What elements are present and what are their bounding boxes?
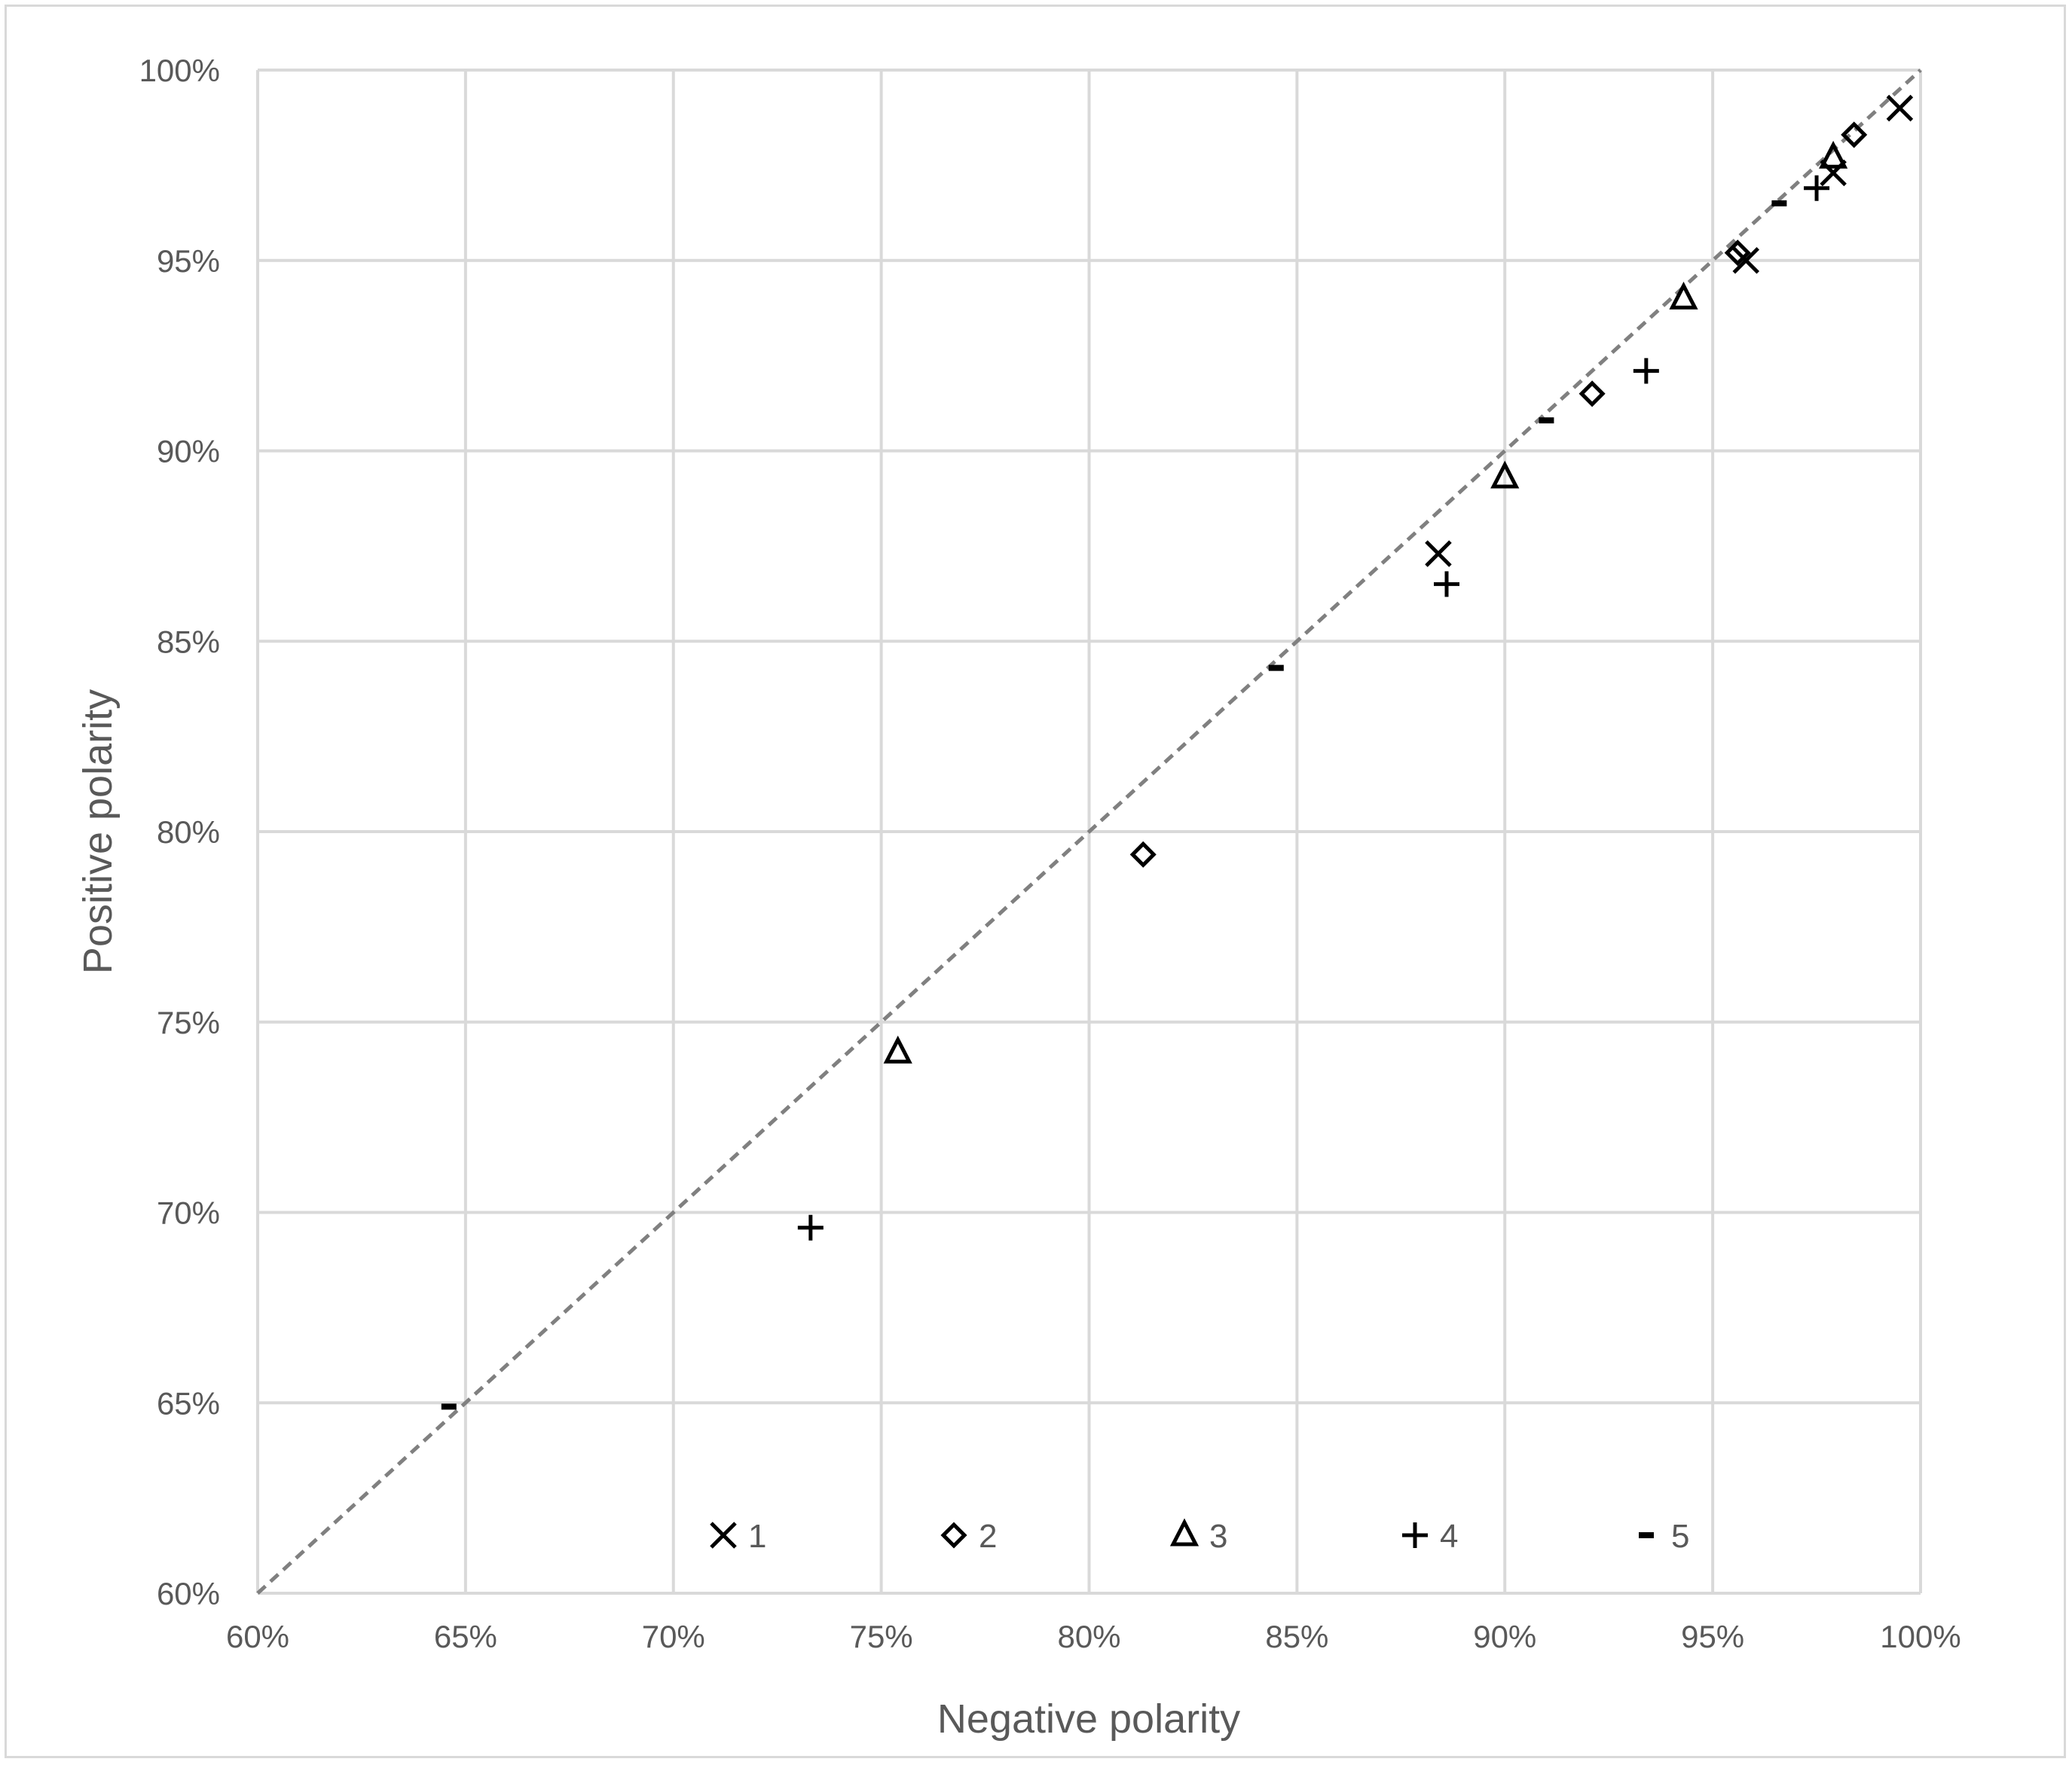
x-tick-label: 70% — [642, 1619, 705, 1654]
y-tick-label: 95% — [157, 243, 220, 279]
triangle-mark — [883, 1035, 912, 1064]
y-tick-label: 100% — [139, 53, 220, 88]
plus-mark — [1402, 1522, 1428, 1548]
legend-label: 4 — [1440, 1518, 1458, 1555]
x-tick-label: 90% — [1473, 1619, 1536, 1654]
y-axis-title: Positive polarity — [75, 689, 121, 974]
data-point — [1578, 380, 1606, 408]
y-tick-label: 90% — [157, 434, 220, 469]
diamond-mark — [1724, 240, 1751, 267]
x-tick-label: 75% — [850, 1619, 913, 1654]
data-point — [1724, 240, 1751, 267]
legend-entry-3: 3 — [1169, 1518, 1227, 1555]
x-mark — [1425, 540, 1452, 567]
data-point — [883, 1035, 912, 1064]
data-point — [1434, 571, 1460, 597]
chart-border — [5, 5, 2066, 1758]
data-point — [1771, 200, 1787, 206]
x-tick-label: 100% — [1880, 1619, 1960, 1654]
triangle-mark — [1669, 281, 1698, 310]
x-tick-label: 65% — [434, 1619, 497, 1654]
plus-mark — [1804, 175, 1830, 201]
x-mark — [1886, 94, 1914, 122]
legend-marker — [1169, 1518, 1199, 1547]
dash-mark — [1268, 664, 1284, 671]
dash-mark — [1639, 1532, 1654, 1538]
data-point — [1490, 460, 1520, 489]
data-points — [441, 94, 1914, 1410]
y-tick-label: 75% — [157, 1005, 220, 1040]
diamond-mark — [1578, 380, 1606, 408]
x-axis-title: Negative polarity — [937, 1696, 1240, 1742]
data-point — [1539, 417, 1554, 424]
dash-mark — [441, 1403, 457, 1410]
y-tick-label: 65% — [157, 1385, 220, 1421]
series-3 — [883, 140, 1848, 1064]
data-point — [1129, 841, 1157, 868]
diamond-mark — [940, 1522, 967, 1549]
data-point — [1425, 540, 1452, 567]
plus-mark — [797, 1214, 824, 1241]
dash-mark — [1539, 417, 1554, 424]
y-tick-label: 60% — [157, 1576, 220, 1611]
x-mark — [1732, 246, 1760, 274]
data-point — [1804, 175, 1830, 201]
x-tick-label: 85% — [1265, 1619, 1328, 1654]
data-point — [1669, 281, 1698, 310]
diamond-mark — [1841, 121, 1868, 148]
triangle-mark — [1490, 460, 1520, 489]
triangle-mark — [1169, 1518, 1199, 1547]
x-tick-label: 95% — [1681, 1619, 1744, 1654]
data-point — [1819, 140, 1848, 169]
x-mark — [710, 1522, 737, 1549]
legend: 1 2 3 4 5 — [710, 1518, 1689, 1555]
y-tick-label: 85% — [157, 624, 220, 659]
legend-label: 5 — [1671, 1518, 1689, 1555]
legend-entry-1: 1 — [710, 1518, 766, 1555]
dash-mark — [1771, 200, 1787, 206]
y-tick-label: 70% — [157, 1195, 220, 1231]
tick-labels: 60% 65% 70% 75% 80% 85% 90% 95% 100% 60% 65% 70% 75%… — [139, 53, 1961, 1654]
legend-marker — [1639, 1532, 1654, 1538]
series-4 — [797, 175, 1830, 1241]
data-point — [1268, 664, 1284, 671]
series-2 — [1129, 121, 1868, 868]
legend-label: 2 — [979, 1518, 997, 1555]
series-5 — [441, 200, 1787, 1410]
plus-mark — [1434, 571, 1460, 597]
reference-line — [256, 69, 1922, 1595]
data-point — [1633, 358, 1659, 384]
legend-marker — [710, 1522, 737, 1549]
triangle-mark — [1819, 140, 1848, 169]
legend-entry-4: 4 — [1402, 1518, 1458, 1555]
legend-marker — [940, 1522, 967, 1549]
legend-entry-2: 2 — [940, 1518, 997, 1555]
data-point — [1732, 246, 1760, 274]
legend-label: 3 — [1209, 1518, 1227, 1555]
y-tick-label: 80% — [157, 814, 220, 850]
diamond-mark — [1129, 841, 1157, 868]
legend-entry-5: 5 — [1639, 1518, 1689, 1555]
x-tick-label: 80% — [1057, 1619, 1120, 1654]
data-point — [797, 1214, 824, 1241]
legend-marker — [1402, 1522, 1428, 1548]
data-point — [1841, 121, 1868, 148]
x-tick-label: 60% — [226, 1619, 289, 1654]
legend-label: 1 — [748, 1518, 766, 1555]
plus-mark — [1633, 358, 1659, 384]
gridlines — [256, 69, 1922, 1595]
data-point — [441, 1403, 457, 1410]
data-point — [1886, 94, 1914, 122]
